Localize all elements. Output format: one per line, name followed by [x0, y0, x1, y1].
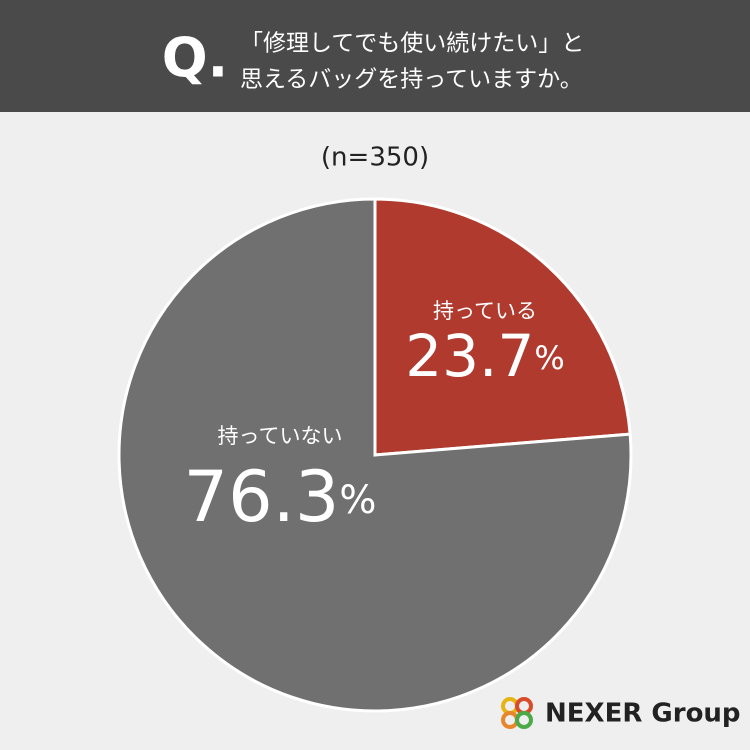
slice-value-label: 23.7% — [405, 322, 565, 390]
logo-text: NEXER Group — [545, 699, 741, 729]
slice-value-label: 76.3% — [184, 456, 377, 538]
question-mark: Q. — [162, 27, 228, 90]
pie — [117, 197, 633, 713]
subtitle: (n=350) — [321, 143, 429, 173]
pie-slice — [117, 197, 633, 713]
slice-category-label: 持っている — [433, 299, 537, 323]
header — [0, 0, 750, 112]
slice-category-label: 持っていない — [218, 424, 343, 448]
pie-slice — [373, 197, 632, 457]
logo-icon — [501, 697, 533, 729]
title-line: 「修理してでも使い続けたい」と — [240, 31, 584, 57]
title-line: 思えるバッグを持っていますか。 — [240, 67, 583, 93]
